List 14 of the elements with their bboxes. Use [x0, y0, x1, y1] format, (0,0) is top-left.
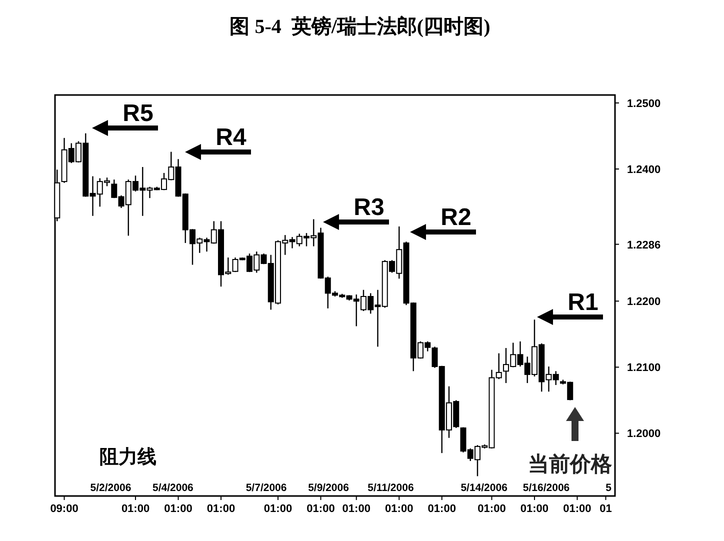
annotation: R2	[410, 204, 476, 240]
annotation: R3	[323, 194, 389, 230]
annotation: R4	[185, 124, 251, 160]
annotation: R4	[216, 124, 247, 151]
annotation: R5	[92, 100, 158, 136]
annotation: R3	[354, 194, 384, 221]
annotation: 当前价格	[528, 407, 612, 476]
title: 图 5-4 英镑/瑞士法郎(四时图)	[230, 16, 490, 38]
annotation: R1	[537, 289, 603, 325]
annotation: R1	[568, 289, 598, 316]
annotation: 阻力线	[100, 447, 156, 468]
annotation: 当前价格	[528, 453, 613, 476]
annotation: R5	[122, 100, 154, 127]
annotation: R2	[440, 204, 472, 231]
